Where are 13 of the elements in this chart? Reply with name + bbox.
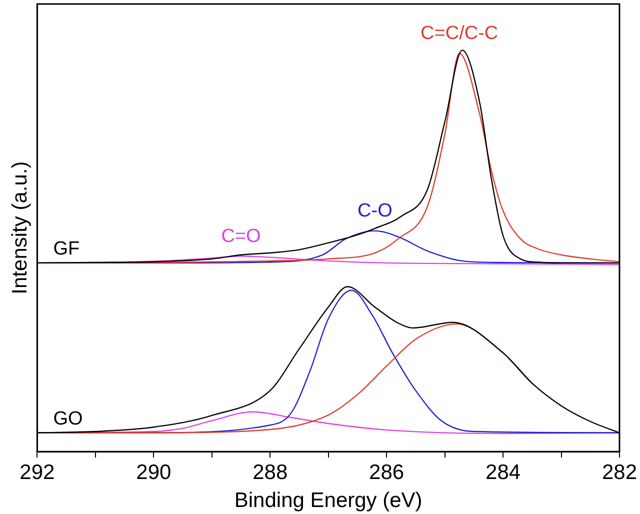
x-tick-label: 282 <box>602 460 638 484</box>
x-axis-title: Binding Energy (eV) <box>234 489 422 512</box>
annotation: GF <box>53 238 80 260</box>
x-tick-label: 290 <box>136 460 172 484</box>
series-label: C=C/C-C <box>420 23 498 44</box>
y-axis-title: Intensity (a.u.) <box>8 161 32 294</box>
x-tick-label: 284 <box>486 460 521 484</box>
series-label: C=O <box>221 226 261 247</box>
x-tick-label: 288 <box>252 460 288 484</box>
annotation: GO <box>53 408 83 430</box>
x-tick-label: 286 <box>369 460 404 484</box>
x-tick-label: 292 <box>20 460 55 484</box>
series-label: C-O <box>358 200 392 222</box>
